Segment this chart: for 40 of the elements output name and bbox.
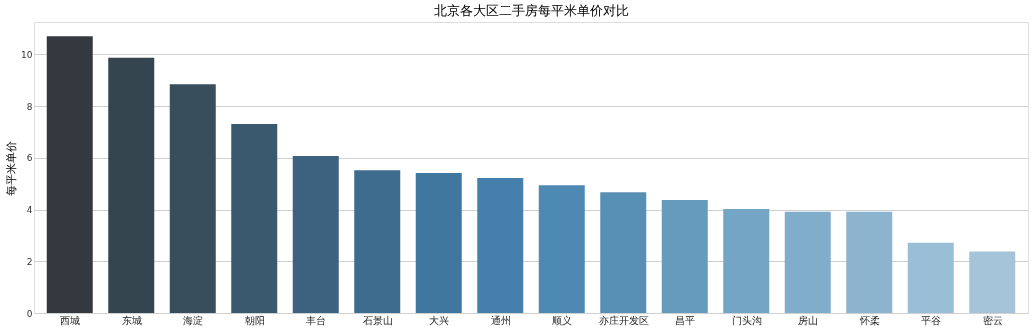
y-tick-label: 6 <box>26 153 33 164</box>
y-tick-label: 8 <box>26 101 33 112</box>
bar <box>108 57 155 313</box>
x-tick-label: 怀柔 <box>858 314 880 326</box>
x-tick-label: 丰台 <box>306 314 327 326</box>
x-tick-label: 顺义 <box>552 314 573 326</box>
bar <box>477 177 524 313</box>
x-tick-label: 石景山 <box>362 314 393 326</box>
x-tick-label: 密云 <box>982 314 1003 326</box>
x-tick-label: 房山 <box>798 314 819 326</box>
x-tick-label: 门头沟 <box>731 314 762 326</box>
y-tick-label: 4 <box>26 205 33 216</box>
y-tick-label: 2 <box>26 256 33 267</box>
x-tick-label: 东城 <box>121 314 142 326</box>
bar <box>907 242 954 313</box>
bar <box>169 84 216 313</box>
x-tick-label: 通州 <box>490 314 511 326</box>
y-tick-label: 10 <box>21 49 33 60</box>
bar <box>969 251 1016 313</box>
y-axis-title: 每平米单价 <box>5 140 19 196</box>
x-tick-label: 朝阳 <box>244 314 265 326</box>
bar <box>231 123 278 313</box>
bar <box>723 209 770 313</box>
bar <box>538 185 585 313</box>
y-tick-label: 0 <box>26 308 33 319</box>
x-tick-label: 大兴 <box>429 314 450 326</box>
x-tick-label: 昌平 <box>675 314 696 326</box>
chart-title: 北京各大区二手房每平米单价对比 <box>433 3 629 18</box>
bar <box>784 211 831 313</box>
x-tick-label: 西城 <box>60 314 81 326</box>
bar <box>600 192 647 313</box>
bar <box>292 155 339 313</box>
bar <box>46 36 93 313</box>
x-tick-label: 亦庄开发区 <box>598 314 649 326</box>
bar <box>415 173 462 313</box>
bar <box>846 211 893 313</box>
bar <box>661 199 708 313</box>
x-tick-label: 平谷 <box>921 314 942 326</box>
bar <box>354 170 401 313</box>
x-tick-label: 海淀 <box>183 314 204 326</box>
